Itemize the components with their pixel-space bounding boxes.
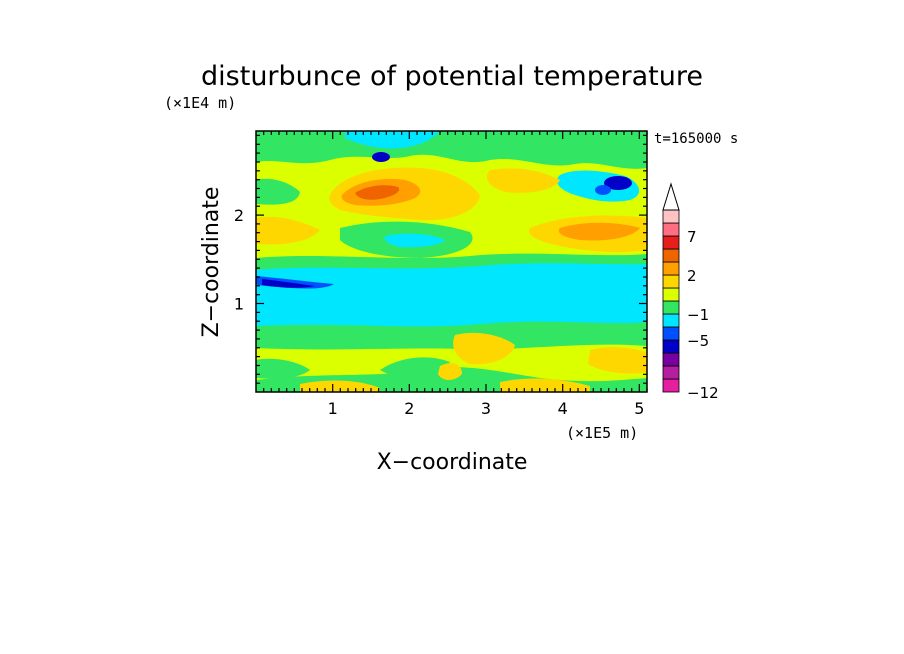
colorbar-label: 7	[687, 228, 697, 246]
contour-band	[588, 346, 647, 374]
contour-field	[256, 131, 647, 392]
axis-ticks	[256, 131, 648, 392]
colorbar-segment	[662, 209, 680, 224]
contour-band	[380, 357, 450, 378]
contour-band	[300, 380, 380, 392]
contour-band	[256, 358, 310, 379]
colorbar-labels: −12−5−127	[687, 228, 719, 402]
y-tick-label: 1	[234, 295, 244, 314]
colorbar-label: −1	[687, 306, 709, 324]
colorbar-label: −5	[687, 332, 709, 350]
colorbar-segment	[662, 365, 680, 380]
y-tick-label: 2	[234, 206, 244, 225]
colorbar-label: 2	[687, 267, 697, 285]
contour-band	[256, 178, 300, 205]
contour-band	[262, 279, 315, 288]
x-axis-label: X−coordinate	[377, 450, 528, 475]
colorbar-segment	[662, 222, 680, 237]
colorbar-segment	[662, 274, 680, 289]
chart-title: disturbunce of potential temperature	[201, 61, 703, 92]
y-tick-labels: 12	[234, 206, 244, 313]
x-tick-label: 1	[328, 399, 338, 418]
contour-band	[372, 152, 390, 162]
contour-band	[595, 185, 611, 195]
contour-band	[486, 168, 560, 193]
colorbar-segment	[662, 339, 680, 354]
contour-band	[438, 363, 462, 380]
colorbar-segment	[662, 287, 680, 302]
colorbar-segment	[662, 378, 680, 393]
colorbar-label: −12	[687, 384, 719, 402]
contour-band	[500, 378, 590, 392]
x-tick-labels: 1 2 3 4 5	[328, 399, 645, 418]
contour-band	[345, 131, 440, 149]
y-axis-label: Z−coordinate	[199, 187, 224, 338]
contour-band	[604, 176, 632, 190]
colorbar-segment	[662, 248, 680, 263]
colorbar-segment	[662, 300, 680, 315]
contour-band	[256, 263, 647, 331]
colorbar-segment	[662, 313, 680, 328]
x-tick-label: 5	[634, 399, 644, 418]
time-label: t=165000 s	[654, 131, 738, 147]
contour-band	[384, 233, 445, 248]
plot-frame	[255, 130, 648, 393]
x-tick-label: 2	[404, 399, 414, 418]
x-tick-label: 4	[558, 399, 568, 418]
x-unit-label: (×1E5 m)	[566, 424, 638, 442]
colorbar-segment	[662, 235, 680, 250]
contour-band	[256, 216, 320, 245]
contour-band	[453, 332, 515, 365]
y-unit-label: (×1E4 m)	[164, 94, 236, 112]
contour-band	[558, 222, 640, 241]
colorbar-extend-arrow	[662, 182, 680, 211]
colorbar-segment	[662, 352, 680, 367]
contour-band	[355, 185, 400, 200]
x-tick-label: 3	[481, 399, 491, 418]
contour-band	[256, 321, 647, 350]
colorbar-segment	[662, 326, 680, 341]
colorbar	[662, 182, 680, 393]
colorbar-segment	[662, 261, 680, 276]
